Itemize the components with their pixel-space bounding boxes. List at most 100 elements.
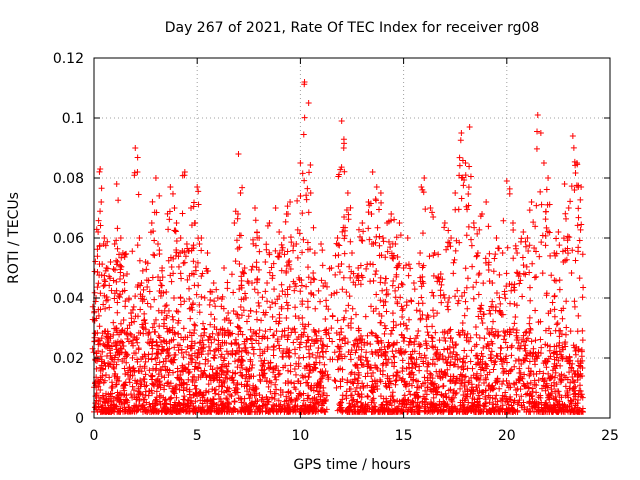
data-point bbox=[305, 274, 312, 281]
data-point bbox=[445, 239, 452, 246]
data-point bbox=[349, 379, 356, 386]
data-point bbox=[559, 315, 566, 322]
data-point bbox=[362, 313, 369, 320]
data-point bbox=[373, 291, 380, 298]
data-point bbox=[439, 276, 446, 283]
data-point bbox=[150, 251, 157, 258]
data-point bbox=[367, 278, 374, 285]
data-point bbox=[198, 247, 205, 254]
data-point bbox=[380, 238, 387, 245]
data-point bbox=[344, 377, 351, 384]
data-point bbox=[486, 307, 493, 314]
data-point bbox=[265, 383, 272, 390]
data-point bbox=[574, 404, 581, 411]
data-point bbox=[564, 389, 571, 396]
data-point bbox=[520, 332, 527, 339]
data-point bbox=[211, 336, 218, 343]
data-point bbox=[95, 217, 102, 224]
data-point bbox=[238, 372, 245, 379]
data-point bbox=[246, 395, 253, 402]
data-point bbox=[500, 328, 507, 335]
data-point bbox=[223, 340, 230, 347]
x-tick-label: 15 bbox=[395, 428, 413, 444]
data-point bbox=[351, 408, 358, 415]
data-point bbox=[449, 395, 456, 402]
data-point bbox=[159, 347, 166, 354]
data-point bbox=[102, 405, 109, 412]
data-point bbox=[263, 246, 270, 253]
data-point bbox=[390, 341, 397, 348]
data-point bbox=[419, 380, 426, 387]
data-point bbox=[267, 304, 274, 311]
data-point bbox=[254, 277, 261, 284]
data-point bbox=[393, 264, 400, 271]
data-point bbox=[124, 325, 131, 332]
data-point bbox=[486, 250, 493, 257]
data-point bbox=[169, 190, 176, 197]
data-point bbox=[504, 244, 511, 251]
data-point bbox=[166, 326, 173, 333]
data-point bbox=[134, 242, 141, 249]
data-point bbox=[259, 335, 266, 342]
data-point bbox=[171, 344, 178, 351]
data-point bbox=[313, 359, 320, 366]
data-point bbox=[153, 209, 160, 216]
data-point bbox=[426, 253, 433, 260]
data-point bbox=[378, 199, 385, 206]
data-point bbox=[508, 342, 515, 349]
data-point bbox=[434, 389, 441, 396]
data-point bbox=[492, 328, 499, 335]
data-point bbox=[350, 396, 357, 403]
data-point bbox=[229, 407, 236, 414]
data-point bbox=[195, 235, 202, 242]
data-point bbox=[201, 294, 208, 301]
data-point bbox=[417, 278, 424, 285]
data-point bbox=[383, 275, 390, 282]
data-point bbox=[118, 338, 125, 345]
data-point bbox=[528, 367, 535, 374]
data-point bbox=[386, 378, 393, 385]
data-point bbox=[206, 409, 213, 415]
data-point bbox=[473, 370, 480, 377]
data-point bbox=[493, 290, 500, 297]
data-point bbox=[115, 197, 122, 204]
data-point bbox=[300, 131, 307, 138]
data-point bbox=[400, 338, 407, 345]
data-point bbox=[223, 395, 230, 402]
data-point bbox=[315, 287, 322, 294]
data-point bbox=[499, 394, 506, 401]
data-point bbox=[122, 251, 129, 258]
data-point bbox=[262, 328, 269, 335]
data-point bbox=[337, 402, 344, 409]
data-point bbox=[219, 293, 226, 300]
data-point bbox=[273, 328, 280, 335]
data-point bbox=[380, 298, 387, 305]
data-point bbox=[274, 253, 281, 260]
data-point bbox=[529, 396, 536, 403]
data-point bbox=[188, 205, 195, 211]
data-point bbox=[522, 271, 529, 278]
data-point bbox=[479, 353, 486, 360]
data-point bbox=[291, 280, 298, 287]
data-point bbox=[93, 358, 100, 365]
data-point bbox=[113, 287, 120, 294]
data-point bbox=[188, 359, 195, 366]
data-point bbox=[416, 308, 423, 315]
data-point bbox=[190, 258, 197, 265]
data-point bbox=[275, 367, 282, 374]
data-point bbox=[133, 402, 140, 409]
data-point bbox=[523, 328, 530, 335]
data-point bbox=[97, 353, 104, 360]
data-point bbox=[283, 315, 290, 322]
data-point bbox=[107, 335, 114, 342]
data-point bbox=[512, 386, 519, 393]
data-point bbox=[236, 244, 243, 251]
data-point bbox=[381, 330, 388, 337]
data-point bbox=[536, 368, 543, 375]
data-point bbox=[105, 408, 112, 415]
data-point bbox=[204, 268, 211, 275]
data-point bbox=[191, 199, 198, 206]
data-point bbox=[165, 257, 172, 264]
data-point bbox=[270, 352, 277, 359]
data-point bbox=[175, 253, 182, 260]
